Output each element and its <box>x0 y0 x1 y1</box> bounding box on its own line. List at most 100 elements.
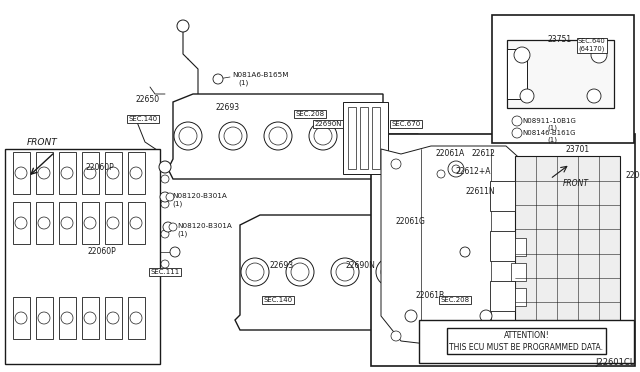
Text: 22061B: 22061B <box>590 346 619 356</box>
Text: 22690N: 22690N <box>314 121 342 127</box>
Text: 22061B: 22061B <box>416 292 445 301</box>
Circle shape <box>587 89 601 103</box>
Text: 23751: 23751 <box>547 35 571 45</box>
Circle shape <box>161 200 169 208</box>
Circle shape <box>405 310 417 322</box>
Circle shape <box>107 167 119 179</box>
Circle shape <box>376 258 404 286</box>
Circle shape <box>84 217 96 229</box>
Text: N08146-B161G: N08146-B161G <box>522 130 575 136</box>
Circle shape <box>15 312 27 324</box>
Circle shape <box>130 217 142 229</box>
Bar <box>348 107 356 169</box>
Bar <box>105 202 122 244</box>
Text: J22601CL: J22601CL <box>596 358 635 367</box>
Text: SEC.670: SEC.670 <box>392 121 420 127</box>
Circle shape <box>179 127 197 145</box>
Bar <box>490 231 515 261</box>
Bar <box>36 202 53 244</box>
Text: (1): (1) <box>238 80 248 86</box>
Text: 22693: 22693 <box>270 260 294 269</box>
Circle shape <box>391 159 401 169</box>
Bar <box>511 288 526 306</box>
Circle shape <box>512 116 522 126</box>
Text: FRONT: FRONT <box>563 180 589 189</box>
Text: (1): (1) <box>547 137 557 143</box>
Circle shape <box>512 128 522 138</box>
Text: ATTENTION!
THIS ECU MUST BE PROGRAMMED DATA.: ATTENTION! THIS ECU MUST BE PROGRAMMED D… <box>449 331 604 352</box>
Text: N08120-B301A: N08120-B301A <box>177 223 232 229</box>
Bar <box>483 226 497 324</box>
Circle shape <box>130 167 142 179</box>
Circle shape <box>291 263 309 281</box>
Circle shape <box>460 247 470 257</box>
Circle shape <box>61 167 73 179</box>
Text: 22612+A: 22612+A <box>455 167 490 176</box>
Bar <box>511 238 526 256</box>
Text: 23701: 23701 <box>565 144 589 154</box>
Circle shape <box>511 341 521 351</box>
Circle shape <box>170 247 180 257</box>
Circle shape <box>224 127 242 145</box>
Circle shape <box>286 258 314 286</box>
Bar <box>59 152 76 194</box>
Bar <box>128 202 145 244</box>
Text: (1): (1) <box>177 231 188 237</box>
Text: FRONT: FRONT <box>27 138 58 147</box>
Circle shape <box>84 167 96 179</box>
Bar <box>128 152 145 194</box>
Bar <box>13 152 30 194</box>
Bar <box>82 202 99 244</box>
Circle shape <box>161 230 169 238</box>
Circle shape <box>381 263 399 281</box>
Polygon shape <box>381 146 526 348</box>
Text: (1): (1) <box>547 125 557 131</box>
Bar <box>82 152 99 194</box>
Circle shape <box>161 175 169 183</box>
Circle shape <box>264 122 292 150</box>
Circle shape <box>130 312 142 324</box>
Bar <box>13 297 30 339</box>
Bar <box>105 152 122 194</box>
Circle shape <box>61 312 73 324</box>
Text: N08911-10B1G: N08911-10B1G <box>522 118 576 124</box>
Text: (1): (1) <box>172 201 182 207</box>
Circle shape <box>213 74 223 84</box>
Bar <box>490 281 515 311</box>
Circle shape <box>514 47 530 63</box>
Bar <box>360 107 368 169</box>
Circle shape <box>437 170 445 178</box>
Circle shape <box>241 258 269 286</box>
Text: SEC.111: SEC.111 <box>150 269 180 275</box>
Bar <box>36 152 53 194</box>
Circle shape <box>159 161 171 173</box>
Bar <box>515 156 620 326</box>
Circle shape <box>163 222 173 232</box>
Circle shape <box>480 310 492 322</box>
Text: 22693: 22693 <box>215 103 239 112</box>
Text: N08120-B301A: N08120-B301A <box>172 193 227 199</box>
Bar <box>82 297 99 339</box>
Circle shape <box>169 223 177 231</box>
Circle shape <box>107 312 119 324</box>
Circle shape <box>219 122 247 150</box>
Circle shape <box>331 258 359 286</box>
Bar <box>371 134 635 366</box>
Text: 22060P: 22060P <box>85 163 114 171</box>
Bar <box>453 217 543 332</box>
Circle shape <box>591 47 607 63</box>
Bar <box>507 40 614 108</box>
Polygon shape <box>235 215 453 330</box>
Bar <box>372 107 380 169</box>
Text: SEC.140: SEC.140 <box>264 297 292 303</box>
Circle shape <box>61 217 73 229</box>
Bar <box>511 263 526 281</box>
Bar <box>13 202 30 244</box>
Text: 22061A: 22061A <box>436 150 465 158</box>
Circle shape <box>336 263 354 281</box>
Text: SEC.140: SEC.140 <box>129 116 157 122</box>
Text: 22061G: 22061G <box>396 217 426 225</box>
Bar <box>5 149 160 364</box>
Text: SEC.208: SEC.208 <box>440 297 470 303</box>
Circle shape <box>107 217 119 229</box>
